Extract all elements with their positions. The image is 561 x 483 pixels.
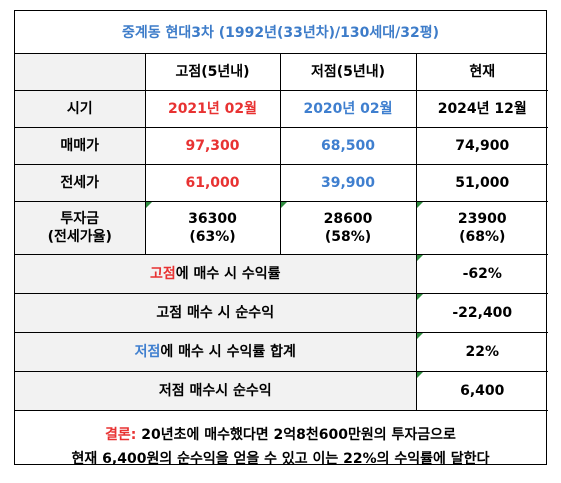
header-now: 현재 xyxy=(415,54,548,91)
investment-label-line2: (전세가율) xyxy=(47,229,112,245)
high-profit-label: 고점 매수 시 순수익 xyxy=(15,293,417,333)
period-label: 시기 xyxy=(15,90,146,128)
price-table: 고점(5년내) 저점(5년내) 현재 시기 2021년 02월 2020년 02… xyxy=(15,54,548,411)
low-rate-row: 저점에 매수 시 수익률 합계 22% xyxy=(15,332,548,372)
investment-now: 23900 (68%) xyxy=(415,201,548,255)
low-rate-text: 에 매수 시 수익률 합계 xyxy=(160,344,296,360)
conclusion-line2: 현재 6,400원의 순수익을 얻을 수 있고 이는 22%의 수익률에 달한다 xyxy=(71,451,490,467)
sale-low: 68,500 xyxy=(279,127,417,165)
jeonse-label: 전세가 xyxy=(15,164,146,202)
high-rate-text: 에 매수 시 수익률 xyxy=(175,266,281,282)
header-empty-cell xyxy=(15,54,146,91)
high-profit-row: 고점 매수 시 순수익 -22,400 xyxy=(15,293,548,333)
investment-label-line1: 투자금 xyxy=(60,211,100,227)
investment-now-amount: 23900 xyxy=(457,211,507,227)
investment-high: 36300 (63%) xyxy=(144,201,281,255)
low-profit-row: 저점 매수시 순수익 6,400 xyxy=(15,371,548,411)
period-now: 2024년 12월 xyxy=(415,90,548,128)
period-row: 시기 2021년 02월 2020년 02월 2024년 12월 xyxy=(15,90,548,128)
high-rate-value: -62% xyxy=(415,254,548,294)
conclusion-line1: 결론: 20년초에 매수했다면 2억8천600만원의 투자금으로 xyxy=(105,423,456,447)
low-profit-label: 저점 매수시 순수익 xyxy=(15,371,417,411)
sale-row: 매매가 97,300 68,500 74,900 xyxy=(15,127,548,165)
investment-low-ratio: (58%) xyxy=(324,229,372,245)
sale-high: 97,300 xyxy=(144,127,281,165)
high-profit-value: -22,400 xyxy=(415,293,548,333)
jeonse-now: 51,000 xyxy=(415,164,548,202)
jeonse-low: 39,900 xyxy=(279,164,417,202)
conclusion-line1-text: 20년초에 매수했다면 2억8천600만원의 투자금으로 xyxy=(136,427,456,443)
jeonse-row: 전세가 61,000 39,900 51,000 xyxy=(15,164,548,202)
low-rate-accent: 저점 xyxy=(134,344,161,360)
low-rate-value: 22% xyxy=(415,332,548,372)
conclusion-box: 결론: 20년초에 매수했다면 2억8천600만원의 투자금으로 현재 6,40… xyxy=(15,411,546,483)
jeonse-high: 61,000 xyxy=(144,164,281,202)
investment-low-amount: 28600 xyxy=(323,211,373,227)
investment-high-amount: 36300 xyxy=(188,211,237,227)
investment-row: 투자금 (전세가율) 36300 (63%) 28600 (58%) 23900… xyxy=(15,201,548,255)
header-row: 고점(5년내) 저점(5년내) 현재 xyxy=(15,54,548,91)
high-rate-label: 고점에 매수 시 수익률 xyxy=(15,254,417,294)
investment-low: 28600 (58%) xyxy=(279,201,417,255)
investment-label: 투자금 (전세가율) xyxy=(15,201,146,255)
high-rate-accent: 고점 xyxy=(149,266,176,282)
period-low: 2020년 02월 xyxy=(279,90,417,128)
low-profit-value: 6,400 xyxy=(415,371,548,411)
investment-now-ratio: (68%) xyxy=(459,229,506,245)
low-rate-label: 저점에 매수 시 수익률 합계 xyxy=(15,332,417,372)
header-high: 고점(5년내) xyxy=(144,54,281,91)
high-rate-row: 고점에 매수 시 수익률 -62% xyxy=(15,254,548,294)
sale-now: 74,900 xyxy=(415,127,548,165)
period-high: 2021년 02월 xyxy=(144,90,281,128)
header-low: 저점(5년내) xyxy=(279,54,417,91)
sheet-title: 중계동 현대3차 (1992년(33년차)/130세대/32평) xyxy=(15,11,546,54)
price-analysis-sheet: 중계동 현대3차 (1992년(33년차)/130세대/32평) 고점(5년내)… xyxy=(14,10,548,467)
conclusion-accent: 결론: xyxy=(105,427,137,443)
sale-label: 매매가 xyxy=(15,127,146,165)
investment-high-ratio: (63%) xyxy=(189,229,236,245)
